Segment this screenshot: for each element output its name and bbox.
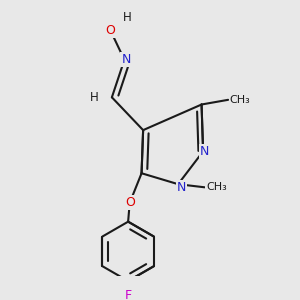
Text: O: O: [125, 196, 135, 209]
Text: CH₃: CH₃: [206, 182, 227, 192]
Text: N: N: [177, 182, 186, 194]
Text: CH₃: CH₃: [230, 95, 250, 105]
Text: H: H: [90, 91, 99, 104]
Text: N: N: [121, 53, 130, 66]
Text: F: F: [124, 289, 132, 300]
Text: N: N: [200, 145, 209, 158]
Text: O: O: [105, 24, 115, 37]
Text: H: H: [123, 11, 132, 24]
